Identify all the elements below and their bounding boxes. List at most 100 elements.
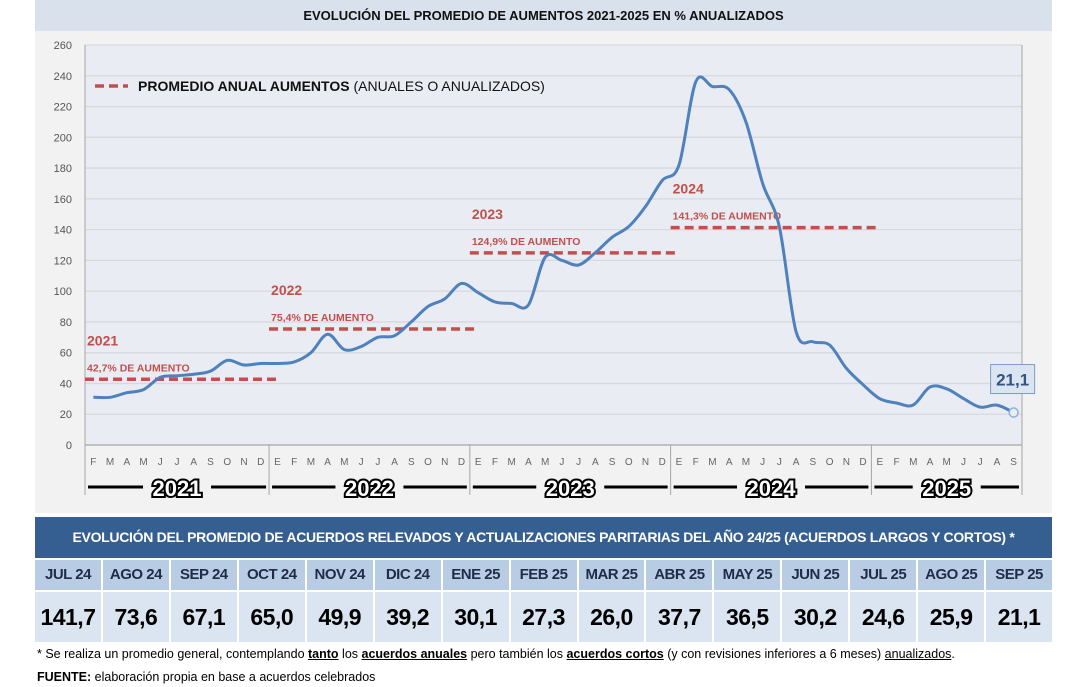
year-label: 2023 <box>546 476 595 501</box>
x-month-label: F <box>291 457 297 468</box>
x-month-label: D <box>859 457 866 468</box>
x-month-label: N <box>642 457 649 468</box>
x-month-label: S <box>207 457 214 468</box>
annual-average-label: 42,7% DE AUMENTO <box>87 362 190 374</box>
summary-table: EVOLUCIÓN DEL PROMEDIO DE ACUERDOS RELEV… <box>35 517 1053 642</box>
x-month-label: J <box>961 457 966 468</box>
y-tick-label: 180 <box>54 163 72 175</box>
x-month-label: J <box>559 457 564 468</box>
x-month-label: M <box>943 457 951 468</box>
month-header-cell: FEB 25 <box>510 560 577 590</box>
value-cell: 21,1 <box>986 592 1053 642</box>
x-month-label: S <box>1010 457 1017 468</box>
y-tick-label: 60 <box>60 348 72 360</box>
month-header-cell: JUN 25 <box>782 560 849 590</box>
value-cell: 30,1 <box>442 592 509 642</box>
x-month-label: D <box>458 457 465 468</box>
x-month-label: E <box>475 457 482 468</box>
year-label: 2024 <box>747 476 797 501</box>
legend-label-rest: (ANUALES O ANUALIZADOS) <box>350 78 545 94</box>
y-tick-label: 20 <box>60 409 72 421</box>
x-month-label: M <box>541 457 549 468</box>
year-label-bg <box>143 474 212 500</box>
x-month-label: A <box>927 457 934 468</box>
note-text: * Se realiza un promedio general, contem… <box>37 647 309 661</box>
annual-average-label: 75,4% DE AUMENTO <box>271 312 374 324</box>
x-month-label: J <box>777 457 782 468</box>
x-month-label: A <box>592 457 599 468</box>
series-line <box>93 75 1015 414</box>
value-cell: 73,6 <box>102 592 169 642</box>
month-header-row: JUL 24 AGO 24 SEP 24 OCT 24 NOV 24 DIC 24 ENE … <box>35 560 1053 590</box>
month-header-cell: JUL 24 <box>35 560 101 590</box>
value-cell: 39,2 <box>374 592 441 642</box>
x-month-label: D <box>257 457 264 468</box>
x-month-label: A <box>726 457 733 468</box>
y-tick-label: 140 <box>54 225 72 237</box>
year-label-bg <box>536 474 605 500</box>
last-value-label: 21,1 <box>996 371 1029 390</box>
x-month-label: F <box>492 457 498 468</box>
x-month-label: J <box>175 457 180 468</box>
note-emphasis: tanto <box>308 647 339 661</box>
month-header-cell: MAY 25 <box>714 560 781 590</box>
year-label: 2022 <box>345 476 394 501</box>
month-header-cell: OCT 24 <box>238 560 305 590</box>
x-month-label: M <box>139 457 147 468</box>
y-tick-label: 220 <box>54 102 72 114</box>
x-month-label: O <box>625 457 633 468</box>
x-month-label: A <box>324 457 331 468</box>
x-month-label: A <box>994 457 1001 468</box>
value-cell: 36,5 <box>714 592 781 642</box>
y-tick-label: 40 <box>60 378 72 390</box>
x-month-label: E <box>274 457 281 468</box>
x-month-label: N <box>441 457 448 468</box>
note-text: los <box>338 647 362 661</box>
note-text: pero también los <box>467 647 567 661</box>
x-month-label: O <box>826 457 834 468</box>
value-cell: 49,9 <box>306 592 373 642</box>
x-month-label: F <box>693 457 699 468</box>
legend-label: PROMEDIO ANUAL AUMENTOS (ANUALES O ANUAL… <box>138 78 545 94</box>
x-month-label: J <box>576 457 581 468</box>
month-header-cell: MAR 25 <box>578 560 645 590</box>
x-month-label: M <box>708 457 716 468</box>
source-text: elaboración propia en base a acuerdos ce… <box>91 670 376 684</box>
x-month-label: A <box>123 457 130 468</box>
x-month-label: M <box>909 457 917 468</box>
x-month-label: A <box>391 457 398 468</box>
x-month-label: S <box>609 457 616 468</box>
y-tick-label: 200 <box>54 132 72 144</box>
y-tick-label: 0 <box>66 440 72 452</box>
y-tick-label: 240 <box>54 71 72 83</box>
x-month-label: F <box>90 457 96 468</box>
x-month-label: J <box>978 457 983 468</box>
annual-average-year: 2022 <box>271 282 302 298</box>
source-line: FUENTE: elaboración propia en base a acu… <box>37 670 375 684</box>
last-value-label-box <box>990 364 1036 395</box>
year-label-bg <box>737 474 806 500</box>
year-label: 2021 <box>153 476 202 501</box>
month-header-cell: AGO 24 <box>102 560 169 590</box>
value-cell: 67,1 <box>170 592 237 642</box>
value-cell: 65,0 <box>238 592 305 642</box>
x-month-label: D <box>659 457 666 468</box>
x-month-label: A <box>793 457 800 468</box>
y-tick-label: 160 <box>54 194 72 206</box>
value-cell: 25,9 <box>918 592 985 642</box>
note-text: (y con revisiones inferiores a 6 meses) <box>663 647 885 661</box>
value-cell: 26,0 <box>578 592 645 642</box>
x-month-label: A <box>525 457 532 468</box>
x-month-label: J <box>158 457 163 468</box>
month-header-cell: NOV 24 <box>306 560 373 590</box>
x-month-label: M <box>340 457 348 468</box>
x-month-label: O <box>424 457 432 468</box>
month-header-cell: SEP 25 <box>986 560 1053 590</box>
value-cell: 24,6 <box>850 592 917 642</box>
x-month-label: M <box>307 457 315 468</box>
legend-label-bold: PROMEDIO ANUAL AUMENTOS <box>138 78 350 94</box>
note-emphasis: acuerdos cortos <box>566 647 664 661</box>
value-row: 141,7 73,6 67,1 65,0 49,9 39,2 30,1 27,3 26,0 37,… <box>35 592 1053 642</box>
x-month-label: N <box>843 457 850 468</box>
